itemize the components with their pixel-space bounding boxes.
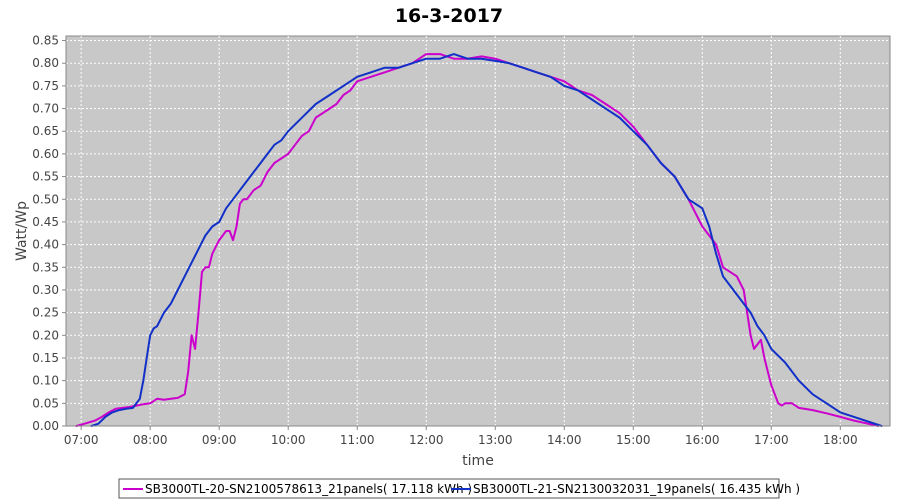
tick-layer: 0.00 0.05 0.10 0.15 0.20 0.25 0.30 0.35 0.40 0.45… xyxy=(32,34,857,447)
legend-label-1: SB3000TL-20-SN2100578613_21panels( 17.11… xyxy=(145,482,472,496)
series-line-2 xyxy=(90,53,883,427)
x-tick-label: 15:00 xyxy=(616,433,651,447)
chart-title: 16-3-2017 xyxy=(395,5,503,27)
y-tick-label: 0.25 xyxy=(32,306,59,320)
y-axis-label: Watt/Wp xyxy=(14,201,30,261)
legend: SB3000TL-20-SN2100578613_21panels( 17.11… xyxy=(118,478,800,499)
series-layer xyxy=(75,53,883,427)
y-tick-label: 0.10 xyxy=(32,374,59,388)
y-tick-label: 0.30 xyxy=(32,283,59,297)
legend-label-2: SB3000TL-21-SN2130032031_19panels( 16.43… xyxy=(473,482,800,496)
y-tick-label: 0.35 xyxy=(32,260,59,274)
x-tick-label: 10:00 xyxy=(271,433,306,447)
x-axis-label: time xyxy=(462,453,494,469)
y-tick-label: 0.60 xyxy=(32,147,59,161)
series-line-1 xyxy=(75,53,880,427)
x-tick-label: 17:00 xyxy=(754,433,789,447)
y-tick-label: 0.65 xyxy=(32,124,59,138)
y-tick-label: 0.70 xyxy=(32,102,59,116)
x-tick-label: 14:00 xyxy=(547,433,582,447)
y-tick-label: 0.50 xyxy=(32,192,59,206)
x-tick-label: 16:00 xyxy=(685,433,720,447)
y-tick-label: 0.00 xyxy=(32,419,59,433)
plot-area xyxy=(65,35,891,427)
grid-layer xyxy=(66,36,890,427)
x-tick-label: 11:00 xyxy=(340,433,375,447)
y-tick-label: 0.05 xyxy=(32,396,59,410)
y-tick-label: 0.55 xyxy=(32,170,59,184)
x-tick-label: 09:00 xyxy=(202,433,237,447)
x-tick-label: 12:00 xyxy=(409,433,444,447)
y-tick-label: 0.45 xyxy=(32,215,59,229)
x-tick-label: 08:00 xyxy=(133,433,168,447)
x-tick-label: 13:00 xyxy=(478,433,513,447)
legend-box xyxy=(118,478,780,499)
y-tick-label: 0.75 xyxy=(32,79,59,93)
y-tick-label: 0.20 xyxy=(32,328,59,342)
y-tick-label: 0.80 xyxy=(32,56,59,70)
x-tick-label: 07:00 xyxy=(64,433,99,447)
axes-layer xyxy=(65,36,890,427)
y-tick-label: 0.40 xyxy=(32,238,59,252)
x-tick-label: 18:00 xyxy=(823,433,858,447)
y-tick-label: 0.15 xyxy=(32,351,59,365)
y-tick-label: 0.85 xyxy=(32,34,59,48)
